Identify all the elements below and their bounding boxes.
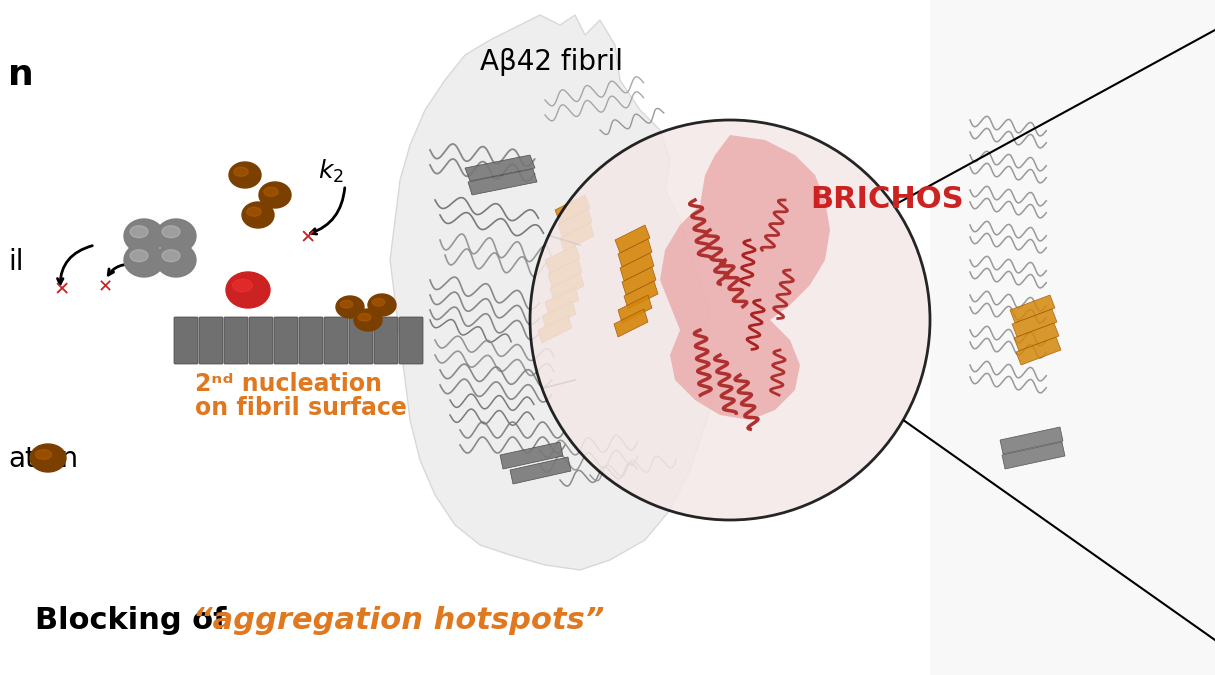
Ellipse shape	[30, 444, 66, 472]
Ellipse shape	[130, 226, 148, 238]
Ellipse shape	[156, 243, 196, 277]
Polygon shape	[622, 267, 656, 295]
Polygon shape	[660, 135, 830, 420]
Text: ation: ation	[9, 445, 78, 473]
Polygon shape	[538, 315, 572, 343]
Polygon shape	[1012, 309, 1057, 337]
Polygon shape	[550, 273, 584, 301]
Ellipse shape	[124, 243, 164, 277]
Text: BRICHOS: BRICHOS	[810, 185, 963, 214]
Ellipse shape	[162, 250, 180, 262]
Polygon shape	[614, 309, 648, 337]
Ellipse shape	[35, 450, 51, 460]
Polygon shape	[546, 287, 580, 315]
Ellipse shape	[264, 187, 278, 196]
FancyBboxPatch shape	[349, 317, 373, 364]
Text: $\mathit{k}_2$: $\mathit{k}_2$	[318, 158, 344, 185]
Ellipse shape	[124, 219, 164, 253]
FancyBboxPatch shape	[199, 317, 224, 364]
Ellipse shape	[233, 167, 248, 176]
Polygon shape	[615, 225, 650, 253]
FancyBboxPatch shape	[224, 317, 248, 364]
FancyBboxPatch shape	[249, 317, 273, 364]
Text: ✕: ✕	[97, 278, 113, 296]
Ellipse shape	[358, 313, 371, 321]
Text: “aggregation hotspots”: “aggregation hotspots”	[193, 606, 604, 635]
Ellipse shape	[259, 182, 292, 208]
Polygon shape	[465, 155, 535, 181]
Text: Blocking of: Blocking of	[35, 606, 237, 635]
Text: ✕: ✕	[300, 229, 316, 248]
FancyBboxPatch shape	[299, 317, 323, 364]
Polygon shape	[501, 442, 563, 469]
Polygon shape	[929, 0, 1215, 675]
Polygon shape	[510, 457, 571, 484]
Ellipse shape	[340, 300, 352, 308]
Ellipse shape	[130, 250, 148, 262]
Ellipse shape	[247, 207, 261, 216]
FancyBboxPatch shape	[275, 317, 298, 364]
Text: n: n	[9, 58, 34, 92]
Polygon shape	[560, 223, 594, 251]
Polygon shape	[542, 301, 576, 329]
Polygon shape	[620, 253, 654, 281]
Text: Aβ42 fibril: Aβ42 fibril	[480, 48, 623, 76]
FancyBboxPatch shape	[374, 317, 399, 364]
Polygon shape	[1016, 337, 1061, 365]
Polygon shape	[1010, 295, 1055, 323]
Ellipse shape	[242, 202, 275, 228]
Polygon shape	[1002, 442, 1066, 469]
Ellipse shape	[156, 219, 196, 253]
FancyBboxPatch shape	[174, 317, 198, 364]
Circle shape	[530, 120, 929, 520]
Polygon shape	[1000, 427, 1063, 454]
Ellipse shape	[228, 162, 261, 188]
Polygon shape	[468, 169, 537, 195]
FancyBboxPatch shape	[324, 317, 347, 364]
Ellipse shape	[337, 296, 364, 318]
Polygon shape	[625, 281, 659, 309]
Ellipse shape	[372, 298, 385, 306]
Text: ✕: ✕	[53, 281, 70, 300]
Ellipse shape	[162, 226, 180, 238]
Polygon shape	[1015, 323, 1059, 351]
Polygon shape	[546, 245, 580, 273]
Ellipse shape	[368, 294, 396, 316]
Ellipse shape	[226, 272, 270, 308]
Polygon shape	[390, 15, 720, 570]
Text: il: il	[9, 248, 23, 276]
Polygon shape	[548, 259, 582, 287]
FancyBboxPatch shape	[399, 317, 423, 364]
Text: on fibril surface: on fibril surface	[194, 396, 407, 420]
Polygon shape	[618, 239, 652, 267]
Polygon shape	[555, 195, 590, 223]
Polygon shape	[558, 209, 592, 237]
Text: 2ⁿᵈ nucleation: 2ⁿᵈ nucleation	[194, 372, 382, 396]
Ellipse shape	[232, 279, 253, 292]
Polygon shape	[618, 295, 652, 323]
Ellipse shape	[354, 309, 382, 331]
